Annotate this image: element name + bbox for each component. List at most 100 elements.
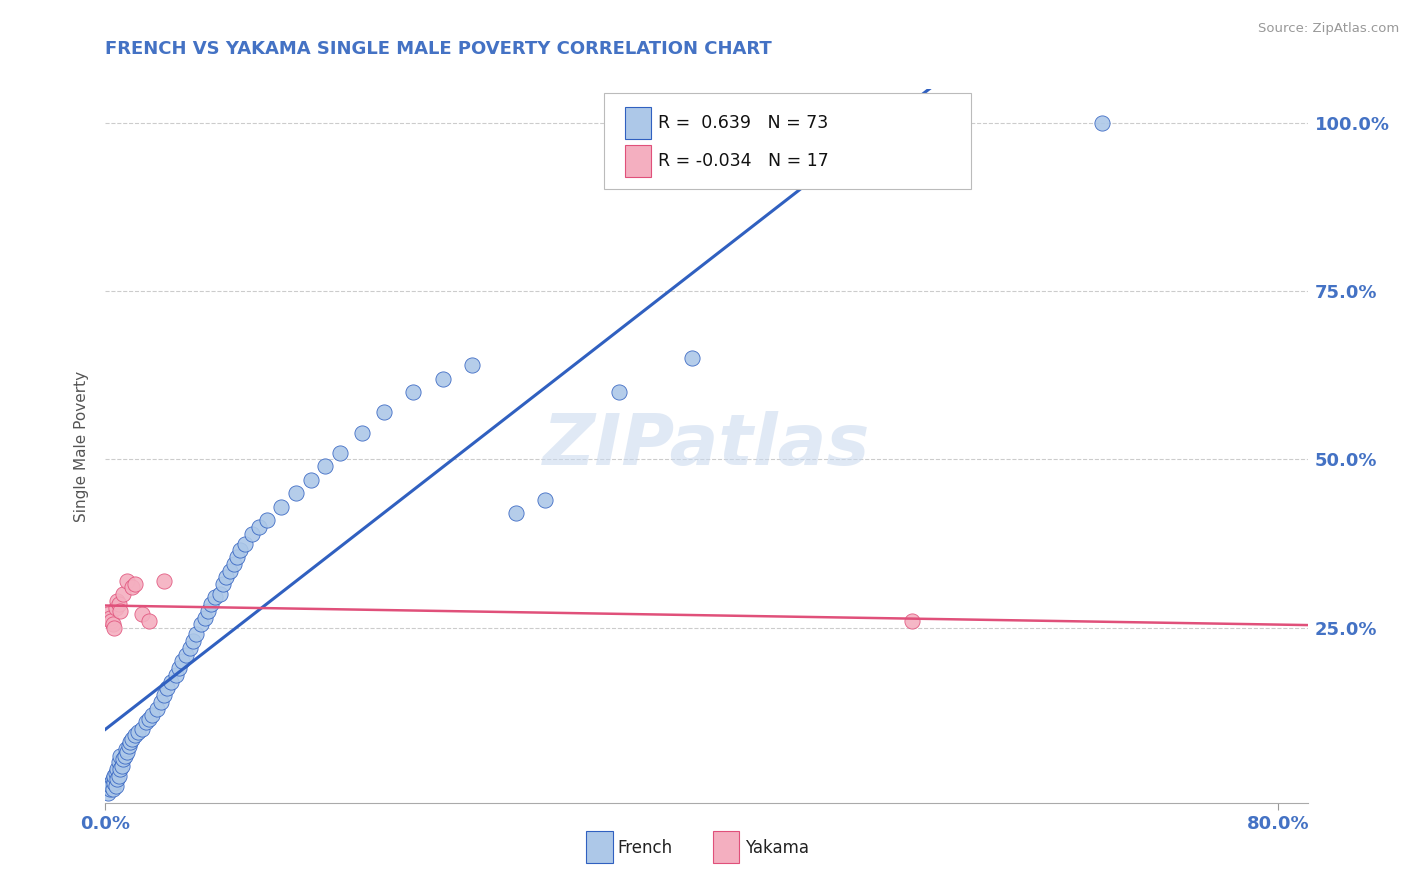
Point	[607, 385, 630, 400]
Point	[174, 648, 197, 662]
Point	[219, 564, 242, 578]
Point	[224, 557, 246, 571]
Point	[329, 446, 352, 460]
Point	[314, 459, 336, 474]
Point	[121, 731, 143, 746]
Point	[124, 729, 146, 743]
Point	[150, 695, 173, 709]
Point	[101, 782, 124, 797]
Text: FRENCH VS YAKAMA SINGLE MALE POVERTY CORRELATION CHART: FRENCH VS YAKAMA SINGLE MALE POVERTY COR…	[105, 40, 772, 58]
Point	[108, 604, 131, 618]
Point	[270, 500, 292, 514]
Point	[110, 758, 132, 772]
Point	[299, 473, 322, 487]
Point	[285, 486, 308, 500]
Point	[98, 610, 121, 624]
Text: ZIPatlas: ZIPatlas	[543, 411, 870, 481]
Y-axis label: Single Male Poverty: Single Male Poverty	[75, 370, 90, 522]
Point	[240, 526, 263, 541]
Point	[104, 765, 127, 780]
Point	[98, 782, 121, 797]
Point	[505, 506, 527, 520]
Point	[124, 577, 146, 591]
Point	[211, 577, 233, 591]
Text: R =  0.639   N = 73: R = 0.639 N = 73	[658, 114, 828, 132]
Point	[105, 772, 128, 787]
Point	[131, 607, 153, 622]
Point	[97, 786, 120, 800]
Bar	[586, 831, 613, 863]
Point	[145, 701, 167, 715]
Text: Yakama: Yakama	[745, 838, 808, 856]
Point	[118, 739, 141, 753]
Point	[214, 570, 236, 584]
Point	[402, 385, 425, 400]
Point	[115, 742, 138, 756]
Point	[112, 752, 135, 766]
Bar	[624, 107, 651, 139]
Point	[108, 748, 131, 763]
Point	[100, 775, 122, 789]
Point	[226, 550, 249, 565]
Point	[100, 614, 122, 628]
Point	[1091, 116, 1114, 130]
Point	[138, 614, 160, 628]
Point	[167, 661, 190, 675]
Point	[120, 735, 142, 749]
Point	[105, 762, 128, 776]
Point	[100, 779, 122, 793]
Bar	[624, 145, 651, 177]
Point	[233, 536, 256, 550]
Point	[105, 594, 128, 608]
Text: Source: ZipAtlas.com: Source: ZipAtlas.com	[1258, 22, 1399, 36]
Point	[197, 604, 219, 618]
Point	[101, 617, 124, 632]
Point	[373, 405, 395, 419]
Point	[103, 775, 125, 789]
Point	[103, 769, 125, 783]
Point	[204, 591, 226, 605]
Point	[165, 668, 187, 682]
Point	[104, 600, 127, 615]
Point	[103, 621, 125, 635]
Point	[461, 358, 484, 372]
Point	[186, 627, 208, 641]
Point	[170, 655, 193, 669]
Point	[117, 745, 139, 759]
Point	[138, 712, 160, 726]
Point	[229, 543, 252, 558]
Point	[107, 769, 129, 783]
Point	[179, 640, 201, 655]
FancyBboxPatch shape	[605, 93, 972, 189]
Text: R = -0.034   N = 17: R = -0.034 N = 17	[658, 152, 830, 169]
Point	[247, 520, 270, 534]
Point	[208, 587, 231, 601]
Point	[350, 425, 373, 440]
Point	[107, 597, 129, 611]
Point	[97, 607, 120, 622]
Point	[108, 762, 131, 776]
Point	[112, 587, 135, 601]
Point	[183, 634, 205, 648]
Point	[107, 756, 129, 770]
Point	[127, 725, 149, 739]
Point	[101, 772, 124, 787]
Point	[121, 580, 143, 594]
Point	[156, 681, 179, 696]
Point	[117, 574, 139, 588]
Point	[114, 748, 136, 763]
Point	[432, 372, 454, 386]
Point	[153, 574, 176, 588]
Point	[681, 351, 703, 366]
Point	[534, 492, 557, 507]
Point	[160, 674, 183, 689]
Point	[153, 688, 176, 702]
Text: French: French	[617, 838, 672, 856]
Point	[200, 597, 222, 611]
Point	[104, 779, 127, 793]
Point	[131, 722, 153, 736]
Point	[194, 610, 217, 624]
Point	[190, 617, 212, 632]
Point	[256, 513, 278, 527]
Point	[141, 708, 163, 723]
